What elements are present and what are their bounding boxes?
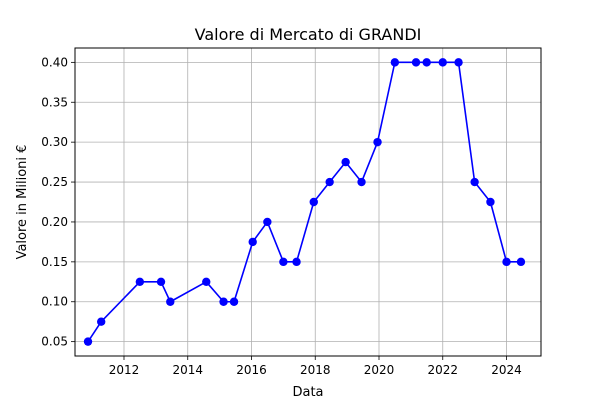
series-markers <box>83 58 526 346</box>
data-point <box>341 157 350 167</box>
data-point <box>166 297 175 306</box>
data-point <box>454 58 463 67</box>
data-point <box>373 137 382 147</box>
data-point <box>411 58 421 67</box>
x-tick-label: 2018 <box>300 363 331 377</box>
y-tick-label: 0.20 <box>41 215 68 229</box>
data-point <box>470 177 479 187</box>
y-tick-label: 0.15 <box>41 255 68 269</box>
y-tick-label: 0.35 <box>41 95 68 109</box>
data-point <box>219 297 228 306</box>
y-tick-label: 0.30 <box>41 135 68 149</box>
x-axis-title: Data <box>292 385 323 400</box>
data-point <box>292 257 301 267</box>
chart-title: Valore di Mercato di GRANDI <box>195 25 422 44</box>
y-tick-label: 0.25 <box>41 175 68 189</box>
x-tick-label: 2014 <box>172 363 203 377</box>
x-tick-label: 2012 <box>109 363 140 377</box>
data-point <box>309 197 318 207</box>
plot-area-frame <box>74 47 542 357</box>
data-point <box>135 277 145 286</box>
y-tick-label: 0.05 <box>41 335 68 349</box>
x-tick-label: 2024 <box>491 363 522 377</box>
data-point <box>156 277 166 286</box>
data-point <box>438 58 447 67</box>
x-tick-label: 2020 <box>364 363 395 377</box>
data-point <box>422 58 431 67</box>
data-point <box>96 317 106 326</box>
y-tick-label: 0.10 <box>41 295 68 309</box>
axis-ticks: 2012 2014 2016 2018 2020 2022 2024 0.05 0.10 0.15… <box>41 55 521 377</box>
data-point <box>229 297 239 306</box>
data-point <box>202 277 211 286</box>
data-point <box>248 237 257 247</box>
y-tick-label: 0.40 <box>41 55 68 69</box>
data-point <box>516 257 526 267</box>
data-point <box>390 58 400 67</box>
data-point <box>486 197 495 207</box>
data-point <box>357 177 366 187</box>
data-point <box>502 257 511 267</box>
y-axis-title: Valore in Milioni € <box>15 145 30 260</box>
x-tick-label: 2022 <box>427 363 458 377</box>
data-point <box>279 257 288 267</box>
data-point <box>325 177 334 187</box>
data-point <box>263 217 272 227</box>
x-tick-label: 2016 <box>236 363 267 377</box>
data-point <box>83 337 93 346</box>
